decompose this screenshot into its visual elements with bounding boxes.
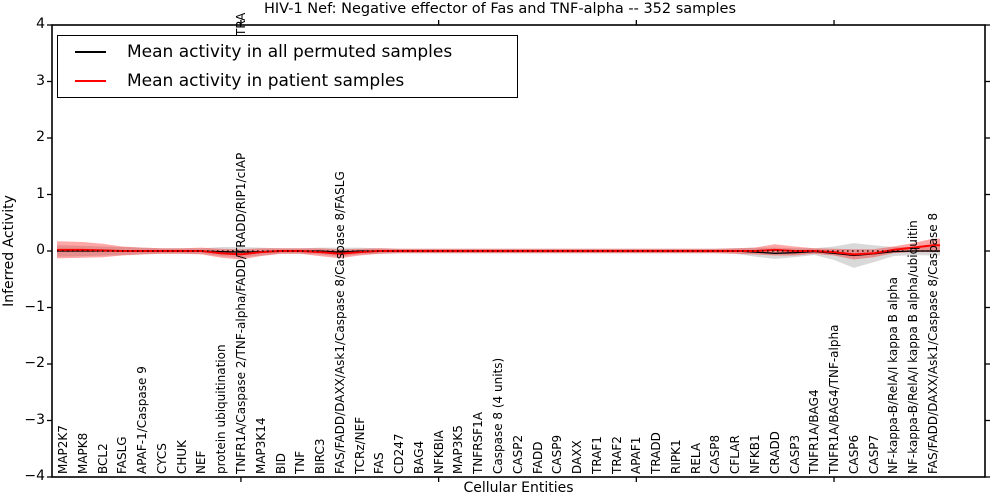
entity-label: FASLG [115, 436, 130, 474]
entity-label: CHUK [174, 439, 189, 474]
entity-label: DAXX [570, 440, 584, 474]
entity-label: NF-kappa-B/RelA/I kappa B alpha/ubiquiti… [906, 220, 921, 474]
entity-label: TNFR1A/Caspase 2/TNF-alpha/FADD/TRADD/RI… [233, 152, 248, 474]
overflow-label-fragment: TRA [233, 12, 248, 36]
entity-label: CASP2 [510, 434, 525, 474]
entity-label: NF-kappa-B/RelA/I kappa B alpha [886, 277, 901, 474]
y-tick-label: 3 [36, 72, 45, 89]
entity-label: TRAF2 [609, 436, 624, 474]
legend-line-sample-red [75, 80, 106, 82]
entity-label: TNFRSF1A [471, 412, 486, 474]
entity-label: CD247 [392, 433, 407, 474]
entity-label: NFKB1 [747, 434, 762, 474]
legend-item-permuted: Mean activity in all permuted samples [58, 40, 517, 65]
y-tick-label: 1 [36, 185, 45, 202]
entity-label: RELA [688, 442, 703, 474]
legend-item-patient: Mean activity in patient samples [58, 69, 517, 94]
y-tick-label: 2 [36, 129, 45, 145]
entity-label: RIPK1 [668, 439, 683, 474]
chart-title: HIV-1 Nef: Negative effector of Fas and … [263, 1, 737, 17]
entity-label: FAS/FADD/DAXX/Ask1/Caspase 8/Caspase 8/F… [332, 171, 347, 474]
entity-label: NEF [194, 450, 209, 474]
y-tick-label: −2 [24, 355, 45, 371]
y-tick-label: 4 [36, 16, 45, 32]
entity-label: CASP7 [866, 434, 881, 474]
entity-label: CASP3 [787, 434, 802, 474]
entity-label: CFLAR [728, 435, 743, 474]
entity-label: CASP9 [550, 434, 565, 474]
entity-label: protein ubiquitination [214, 344, 229, 474]
entity-label: APAF1 [629, 436, 644, 474]
legend-label: Mean activity in all permuted samples [127, 42, 453, 62]
std-band-patient [57, 238, 940, 260]
entity-label: CYCS [154, 443, 169, 474]
x-axis-label: Cellular Entities [463, 480, 574, 496]
entity-label: TNFR1A/BAG4 [807, 389, 822, 474]
entity-label: NFKBIA [431, 430, 446, 474]
legend-box: Mean activity in all permuted samples Me… [57, 35, 518, 98]
entity-label: FADD [530, 441, 545, 475]
entity-label: MAP3K14 [253, 417, 268, 474]
entity-label: BCL2 [95, 443, 110, 474]
entity-label: BAG4 [411, 440, 426, 474]
entity-label: TNFR1A/BAG4/TNF-alpha [827, 324, 841, 474]
legend-line-sample-black [75, 51, 106, 53]
y-tick-label: −4 [24, 468, 45, 484]
entity-label: MAP3K5 [451, 425, 466, 474]
entity-label: APAF-1/Caspase 9 [135, 366, 150, 474]
entity-label: CRADD [767, 431, 782, 474]
legend-label: Mean activity in patient samples [127, 71, 405, 91]
entity-label: TNF [293, 450, 308, 474]
entity-label: TCRz/NEF [352, 416, 367, 474]
entity-label: BIRC3 [313, 438, 327, 474]
entity-label: FAS/FADD/DAXX/Ask1/Caspase 8/Caspase 8 [925, 212, 940, 474]
entity-label: CASP8 [708, 434, 723, 474]
y-tick-label: −1 [24, 298, 45, 315]
y-tick-label: 0 [36, 242, 45, 258]
std-band-permuted [57, 243, 940, 268]
entity-label: TRADD [649, 432, 664, 474]
entity-label: MAP2K7 [56, 425, 70, 474]
entity-label: BID [273, 452, 288, 474]
y-tick-label: −3 [24, 411, 45, 428]
entity-label: CASP6 [846, 434, 861, 474]
entity-label: MAPK8 [75, 432, 90, 474]
entity-label: FAS [372, 452, 387, 474]
entity-label: Caspase 8 (4 units) [490, 357, 505, 474]
entity-label: TRAF1 [589, 436, 604, 474]
